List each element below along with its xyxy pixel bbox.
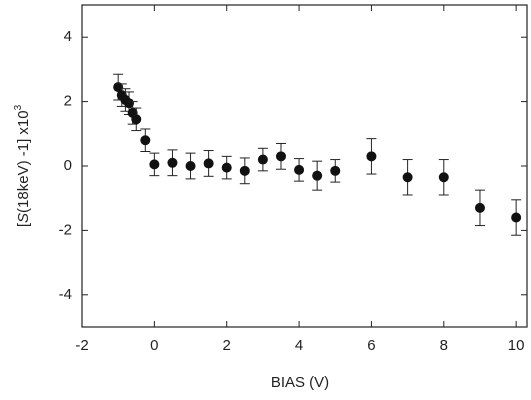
point [275,151,286,162]
y-tick-label: 0 [64,157,72,174]
x-tick-label: 8 [440,337,448,354]
point [185,161,196,171]
point [149,159,160,170]
y-label-part: 3 [13,104,24,110]
point [402,172,413,183]
x-tick-label: 10 [508,337,525,354]
x-tick-label: 0 [150,337,158,354]
y-axis-label: [S(18keV) -1] x103 [13,104,32,227]
point [239,165,250,176]
point [330,165,341,176]
point [124,98,135,109]
point [221,162,232,173]
point [113,82,124,93]
x-tick-label: 4 [295,337,303,354]
point [438,172,449,183]
y-tick-label: -2 [59,221,72,238]
point [474,202,485,213]
point [140,135,151,146]
y-tick-label: 2 [64,93,72,110]
y-label-part: [ [15,222,32,227]
plot-frame [81,4,528,328]
point [312,170,323,181]
point [131,114,142,125]
x-tick-label: 2 [223,337,231,354]
point [294,164,305,175]
point [366,151,377,162]
x-tick-label: 6 [367,337,375,354]
y-tick-label: 4 [64,28,72,45]
point [511,212,522,223]
y-label-part: S [15,213,32,223]
point [167,157,178,168]
point [203,158,214,169]
y-tick-label: -4 [59,286,72,303]
x-tick-label: -2 [75,337,88,354]
point [257,154,268,165]
x-axis-label: BIAS (V) [271,374,329,391]
y-label-part: (18keV) -1] x10 [15,110,32,213]
